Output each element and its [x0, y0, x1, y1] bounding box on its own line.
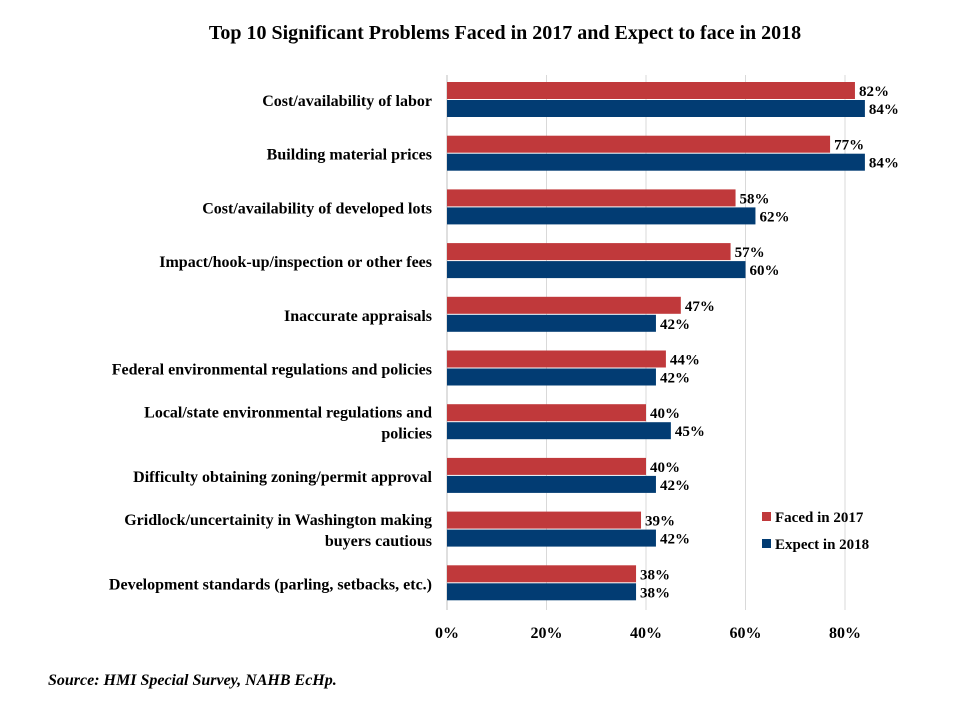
x-tick-label: 40% [630, 625, 662, 642]
data-label: 84% [869, 102, 899, 118]
bar-expect-2018 [447, 207, 756, 225]
data-label: 38% [640, 567, 670, 583]
bar-faced-2017 [447, 457, 646, 475]
source-note: Source: HMI Special Survey, NAHB EcHp. [48, 672, 337, 689]
data-label: 62% [759, 209, 789, 225]
bar-expect-2018 [447, 583, 637, 601]
data-label: 58% [740, 191, 770, 207]
x-tick-label: 20% [531, 625, 563, 642]
category-label: Federal environmental regulations and po… [112, 362, 432, 379]
bar-expect-2018 [447, 368, 656, 386]
data-label: 42% [660, 532, 690, 548]
data-label: 47% [685, 299, 715, 315]
category-label: buyers cautious [325, 533, 432, 550]
bar-faced-2017 [447, 511, 642, 529]
data-label: 39% [645, 514, 675, 530]
category-label: Building material prices [267, 147, 432, 164]
bar-expect-2018 [447, 100, 865, 117]
data-label: 57% [735, 245, 765, 261]
data-label: 60% [750, 263, 780, 279]
bar-expect-2018 [447, 475, 656, 493]
legend-label: Faced in 2017 [775, 510, 864, 526]
x-tick-label: 60% [730, 625, 762, 642]
data-label: 40% [650, 406, 680, 422]
data-label: 44% [670, 353, 700, 369]
category-label: Difficulty obtaining zoning/permit appro… [133, 469, 432, 486]
data-label: 42% [660, 317, 690, 333]
legend-swatch [762, 539, 771, 548]
chart-title: Top 10 Significant Problems Faced in 201… [208, 22, 802, 44]
bar-faced-2017 [447, 135, 831, 153]
data-label: 84% [869, 156, 899, 172]
data-label: 38% [640, 585, 670, 601]
bar-faced-2017 [447, 350, 666, 368]
category-label: policies [381, 426, 432, 443]
category-label: Gridlock/uncertainity in Washington maki… [124, 512, 432, 529]
bar-faced-2017 [447, 404, 646, 422]
bar-expect-2018 [447, 529, 656, 547]
category-label: Cost/availability of labor [262, 93, 432, 110]
bar-expect-2018 [447, 422, 671, 440]
category-label: Local/state environmental regulations an… [144, 405, 432, 422]
legend-swatch [762, 512, 771, 521]
data-label: 42% [660, 478, 690, 494]
data-label: 42% [660, 371, 690, 387]
bar-faced-2017 [447, 189, 736, 207]
x-tick-label: 0% [435, 625, 459, 642]
bar-expect-2018 [447, 261, 746, 279]
x-tick-label: 80% [829, 625, 861, 642]
category-label: Development standards (parling, setbacks… [109, 576, 432, 593]
data-label: 45% [675, 424, 705, 440]
data-label: 77% [834, 138, 864, 154]
bar-faced-2017 [447, 243, 731, 261]
legend-label: Expect in 2018 [775, 537, 869, 553]
bar-expect-2018 [447, 153, 865, 171]
bar-expect-2018 [447, 314, 656, 332]
category-label: Cost/availability of developed lots [202, 200, 432, 217]
category-label: Inaccurate appraisals [284, 308, 432, 325]
data-label: 82% [859, 84, 889, 100]
bar-faced-2017 [447, 82, 855, 99]
data-label: 40% [650, 460, 680, 476]
bar-faced-2017 [447, 296, 681, 314]
bar-faced-2017 [447, 565, 637, 583]
category-label: Impact/hook-up/inspection or other fees [159, 254, 432, 271]
